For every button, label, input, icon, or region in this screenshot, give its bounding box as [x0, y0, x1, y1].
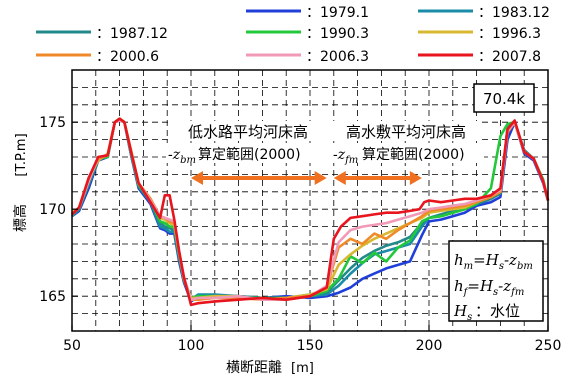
legend-label: ：1996.3	[478, 26, 541, 42]
legend-label: ：1979.1	[306, 5, 369, 21]
low-channel-annotation: 低水路平均河床高 -zbm 算定範囲(2000)	[166, 121, 329, 166]
station-label: 70.4k	[483, 90, 525, 108]
legend-label: ：2006.3	[306, 49, 369, 65]
y-axis-label: 標高	[12, 204, 29, 232]
x-tick-label: 50	[63, 338, 81, 354]
legend-label: ：2007.8	[478, 49, 541, 65]
high-range-arrow-head-left	[333, 171, 346, 185]
y-axis-title: 標高	[12, 204, 29, 232]
x-tick-label: 200	[416, 338, 443, 354]
y-axis-unit-group: [T.P.m]	[14, 133, 29, 176]
y-tick-label: 175	[39, 115, 66, 131]
legend-label: ：1983.12	[478, 5, 550, 21]
y-tick-label: 165	[39, 289, 66, 305]
high-floodplain-line2: 算定範囲(2000)	[362, 146, 465, 163]
y-tick-label: 170	[39, 202, 66, 218]
legend-label: ：1987.12	[96, 26, 168, 42]
equations-box: hm=Hs-zbm hf=Hs-zfm Hs ：水位	[448, 240, 544, 323]
high-floodplain-label2-bg	[331, 143, 484, 163]
low-range-arrow-head-right	[314, 171, 327, 185]
equation-hm: hm=Hs-zbm	[454, 251, 533, 272]
station-label-box	[473, 83, 535, 113]
y-axis-unit: [T.P.m]	[14, 133, 29, 176]
low-channel-label2-bg	[166, 143, 329, 163]
high-floodplain-label-bg	[332, 121, 482, 141]
x-axis-title: 横断距離	[226, 359, 282, 376]
high-floodplain-annotation: 高水敷平均河床高 -zfm 算定範囲(2000)	[331, 121, 484, 166]
x-tick-label: 250	[535, 338, 562, 354]
high-floodplain-line1: 高水敷平均河床高	[346, 123, 466, 141]
legend-label: ：2000.6	[96, 49, 159, 65]
legend-label: ：1990.3	[306, 26, 369, 42]
low-channel-label-bg	[168, 121, 328, 141]
series-layer	[71, 117, 550, 307]
range-arrows	[191, 171, 422, 185]
equations-frame	[448, 240, 544, 322]
low-channel-var: -zbm	[168, 147, 196, 166]
series-line-20078	[71, 117, 550, 307]
high-floodplain-var: -zfm	[333, 147, 358, 166]
low-channel-line1: 低水路平均河床高	[188, 123, 308, 141]
legend: ：1979.1 ：1983.12 ：1987.12 ：1990.3 ：1996.3 ：20…	[36, 5, 550, 65]
low-channel-line2: 算定範囲(2000)	[198, 146, 301, 163]
x-axis-unit: [m]	[291, 361, 314, 376]
equation-hs: Hs	[453, 302, 472, 323]
water-level-label: ：水位	[475, 302, 520, 320]
x-tick-label: 150	[297, 338, 324, 354]
x-axis-label: 横断距離 [m]	[226, 359, 314, 376]
high-range-arrow-head-right	[409, 171, 422, 185]
x-tick-label: 100	[178, 338, 205, 354]
equation-hf: hf=Hs-zfm	[454, 277, 524, 298]
axis-ticks: 50 100 150 200 250 165 170 175	[39, 115, 561, 354]
low-range-arrow-head-left	[191, 171, 203, 185]
